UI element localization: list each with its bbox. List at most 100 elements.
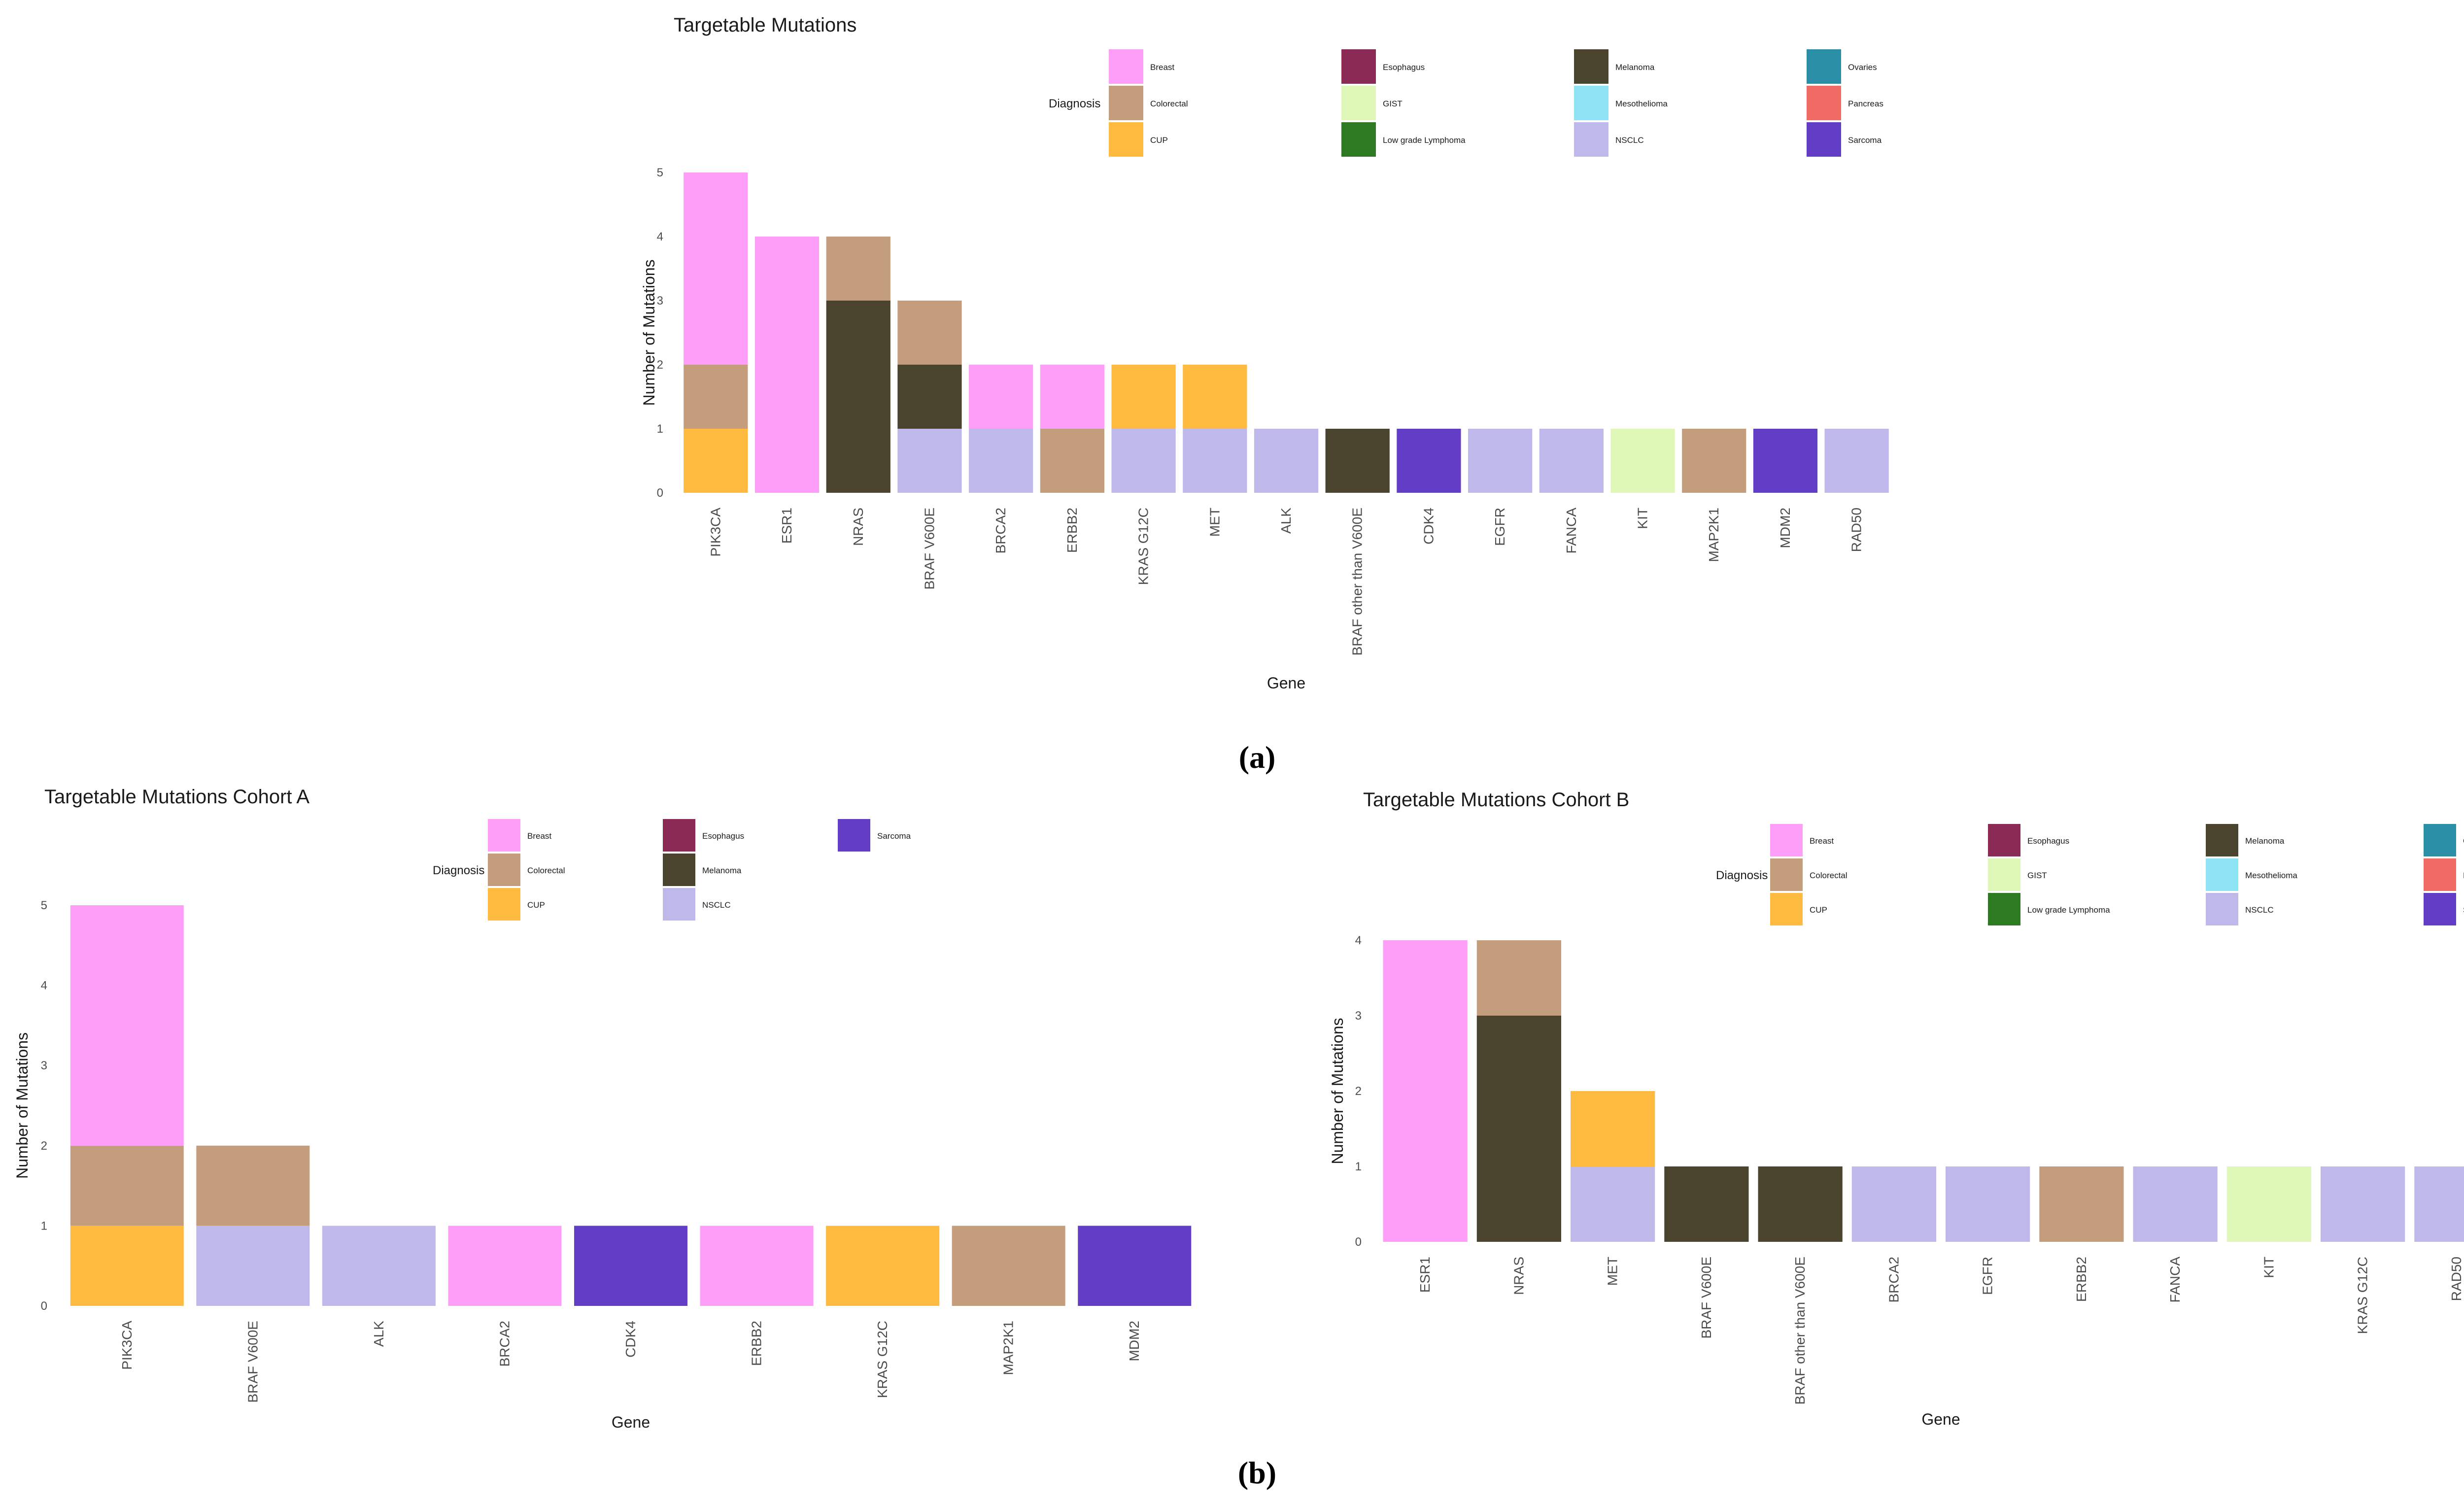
bar-pik3ca-breast [684,172,748,365]
bar-alk-nsclc [322,1226,436,1306]
x-tick-label-mdm2: MDM2 [1778,508,1793,548]
legend-swatch-mesothelioma [2206,858,2238,891]
legend-swatch-gist [1341,86,1376,120]
x-tick-label-kras-g12c: KRAS G12C [1136,508,1151,585]
x-tick-label-egfr: EGFR [1492,508,1507,546]
legend-swatch-esophagus [1988,824,2020,856]
legend-swatch-colorectal [488,854,520,886]
y-tick-label-5: 5 [657,166,663,179]
chart-a: Targetable Mutations 0 1 2 3 4 5 Number of Muta… [640,14,1889,692]
bar-pik3ca-colorectal [684,365,748,429]
x-tick-label-rad50: RAD50 [1849,508,1864,552]
y-axis-label: Number of Mutations [1329,1018,1346,1164]
bar-cdk4-sarcoma [1397,429,1461,493]
y-tick-label-0: 0 [657,486,663,500]
x-tick-label-braf-v600e: BRAF V600E [922,508,937,590]
legend-swatch-melanoma [663,854,695,886]
y-tick-label-1: 1 [41,1219,47,1232]
bar-erbb2-colorectal [1040,429,1104,493]
legend-label-sarcoma: Sarcoma [2463,905,2464,915]
x-tick-label-mdm2: MDM2 [1127,1321,1142,1361]
legend-swatch-nsclc [1574,122,1608,157]
bar-met-nsclc [1571,1166,1655,1242]
bar-mdm2-sarcoma [1078,1226,1192,1306]
legend-swatch-low-grade-lymphoma [1341,122,1376,157]
legend-swatch-sarcoma [838,819,870,852]
bar-braf-v600e-nsclc [196,1226,310,1306]
x-axis-label: Gene [1921,1410,1960,1428]
x-tick-label-alk: ALK [371,1321,386,1347]
chart-cohort-a: Targetable Mutations Cohort A 0 1 2 3 4 5 Numbe… [13,786,1192,1431]
legend-swatch-nsclc [663,888,695,921]
x-tick-label-map2k1: MAP2K1 [1706,508,1721,562]
bar-pik3ca-cup [684,429,748,493]
bar-brca2-breast [448,1226,562,1306]
bar-braf-other-than-v600e-melanoma [1325,429,1390,493]
bar-mdm2-sarcoma [1753,429,1818,493]
legend-swatch-sarcoma [1807,122,1841,157]
bar-nras-colorectal [1476,940,1561,1016]
chart-title: Targetable Mutations Cohort B [1363,789,1629,811]
chart-title: Targetable Mutations Cohort A [44,786,309,808]
bar-erbb2-breast [700,1226,814,1306]
legend-swatch-nsclc [2206,893,2238,925]
x-tick-label-fanca: FANCA [1564,508,1579,554]
y-axis-label: Number of Mutations [13,1032,31,1179]
x-tick-label-brca2: BRCA2 [1886,1257,1901,1302]
legend-label-colorectal: Colorectal [527,866,565,875]
panel-a-label: (a) [1239,740,1276,775]
bar-braf-v600e-colorectal [897,301,962,365]
bar-braf-v600e-melanoma [1664,1166,1749,1242]
bar-braf-v600e-nsclc [897,429,962,493]
bar-nras-melanoma [1476,1016,1561,1242]
legend-label-colorectal: Colorectal [1150,99,1188,108]
bar-kit-gist [2226,1166,2311,1242]
legend-label-pancreas: Pancreas [2463,871,2464,880]
bar-brca2-breast [969,365,1033,429]
legend-label-melanoma: Melanoma [1615,63,1655,72]
bar-brca2-nsclc [1851,1166,1936,1242]
bar-rad50-nsclc [2414,1166,2464,1242]
legend-swatch-colorectal [1109,86,1143,120]
x-tick-label-nras: NRAS [1511,1257,1526,1295]
bar-fanca-nsclc [1539,429,1604,493]
legend-label-sarcoma: Sarcoma [877,831,911,841]
x-tick-label-kit: KIT [1635,508,1650,529]
y-tick-label-3: 3 [657,294,663,308]
legend-swatch-esophagus [663,819,695,852]
legend-label-esophagus: Esophagus [2027,836,2069,846]
legend-swatch-esophagus [1341,49,1376,84]
legend-label-cup: CUP [527,900,545,910]
x-tick-label-fanca: FANCA [2167,1257,2183,1303]
y-tick-label-3: 3 [1355,1009,1362,1023]
legend-swatch-low-grade-lymphoma [1988,893,2020,925]
y-tick-label-4: 4 [1355,934,1362,947]
legend-title: Diagnosis [1716,869,1768,882]
legend-swatch-melanoma [2206,824,2238,856]
legend-label-gist: GIST [1383,99,1403,108]
y-tick-label-5: 5 [41,899,47,912]
x-tick-label-erbb2: ERBB2 [1064,508,1080,553]
legend-label-melanoma: Melanoma [2245,836,2285,846]
chart-cohort-b: Targetable Mutations Cohort B 0 1 2 3 4 Number… [1329,789,2464,1428]
legend-swatch-pancreas [2424,858,2456,891]
bar-kit-gist [1610,429,1675,493]
bar-met-nsclc [1183,429,1247,493]
legend-swatch-pancreas [1807,86,1841,120]
y-tick-label-4: 4 [657,230,663,243]
legend-swatch-gist [1988,858,2020,891]
x-tick-label-met: MET [1207,508,1222,537]
bar-kras-g12c-cup [1111,365,1176,429]
x-tick-label-erbb2: ERBB2 [749,1321,764,1366]
bar-nras-colorectal [826,237,890,301]
legend-label-nsclc: NSCLC [1615,136,1644,145]
bar-esr1-breast [1383,940,1468,1242]
legend-swatch-ovaries [2424,824,2456,856]
y-tick-label-0: 0 [41,1299,47,1313]
legend-swatch-breast [488,819,520,852]
x-tick-label-kras-g12c: KRAS G12C [2355,1257,2370,1334]
bar-braf-v600e-melanoma [897,365,962,429]
legend-label-cup: CUP [1150,136,1168,145]
x-tick-label-cdk4: CDK4 [623,1321,638,1358]
legend-swatch-colorectal [1770,858,1803,891]
